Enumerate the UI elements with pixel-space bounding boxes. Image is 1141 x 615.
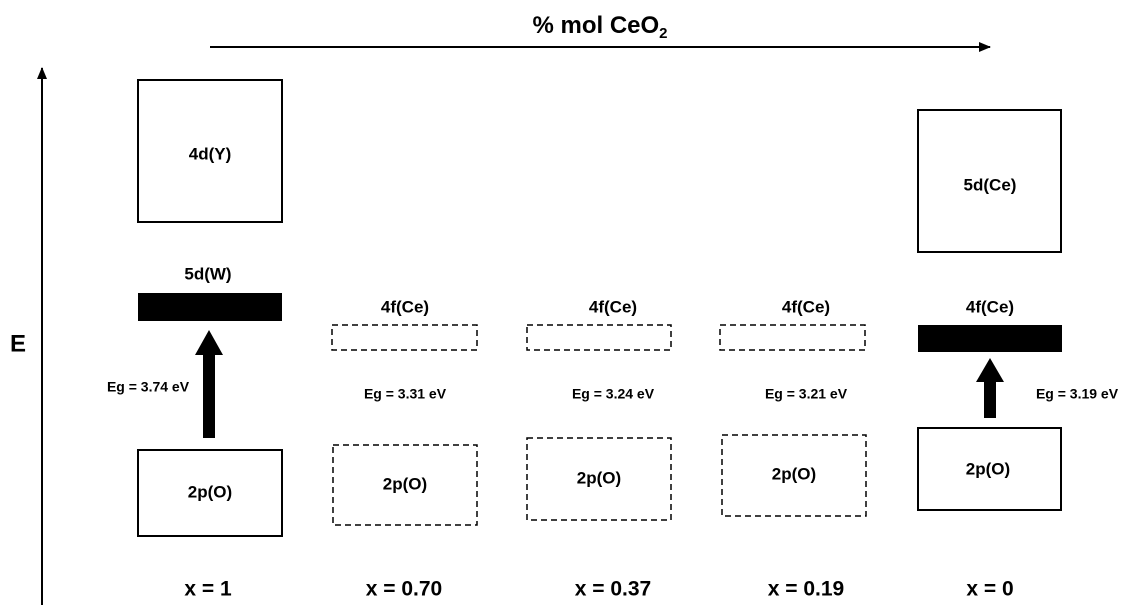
- band-label: 4f(Ce): [966, 297, 1014, 316]
- column-label: x = 0: [966, 578, 1013, 601]
- band-box: [137, 449, 283, 537]
- band-box: [331, 324, 478, 351]
- band-bar: [918, 325, 1062, 352]
- band-label: 2p(O): [772, 464, 816, 483]
- band-label: 2p(O): [188, 482, 232, 501]
- band-box: [526, 324, 672, 351]
- band-box: [332, 444, 478, 526]
- gap-label: Eg = 3.31 eV: [364, 386, 447, 402]
- gap-arrow: [976, 358, 1004, 418]
- gap-label: Eg = 3.74 eV: [107, 379, 190, 395]
- band-box: [526, 437, 672, 521]
- band-label: 2p(O): [383, 474, 427, 493]
- title: % mol CeO2: [532, 12, 667, 42]
- band-label: 4d(Y): [189, 144, 232, 163]
- column-label: x = 1: [184, 578, 232, 601]
- column-label: x = 0.37: [575, 578, 651, 601]
- band-box: [917, 109, 1062, 253]
- band-label: 4f(Ce): [381, 297, 429, 316]
- band-label: 2p(O): [577, 468, 621, 487]
- band-label: 5d(W): [184, 264, 231, 283]
- band-bar: [138, 293, 282, 321]
- band-box: [719, 324, 866, 351]
- band-label: 2p(O): [966, 459, 1010, 478]
- column-label: x = 0.19: [768, 578, 844, 601]
- band-box: [917, 427, 1062, 511]
- band-label: 4f(Ce): [589, 297, 637, 316]
- band-label: 4f(Ce): [782, 297, 830, 316]
- gap-label: Eg = 3.24 eV: [572, 386, 655, 402]
- gap-arrow: [195, 330, 223, 438]
- column-label: x = 0.70: [366, 578, 442, 601]
- gap-label: Eg = 3.19 eV: [1036, 386, 1119, 402]
- gap-label: Eg = 3.21 eV: [765, 386, 848, 402]
- band-box: [137, 79, 283, 223]
- band-label: 5d(Ce): [964, 175, 1017, 194]
- band-box: [721, 434, 867, 517]
- axis-label: E: [10, 330, 26, 357]
